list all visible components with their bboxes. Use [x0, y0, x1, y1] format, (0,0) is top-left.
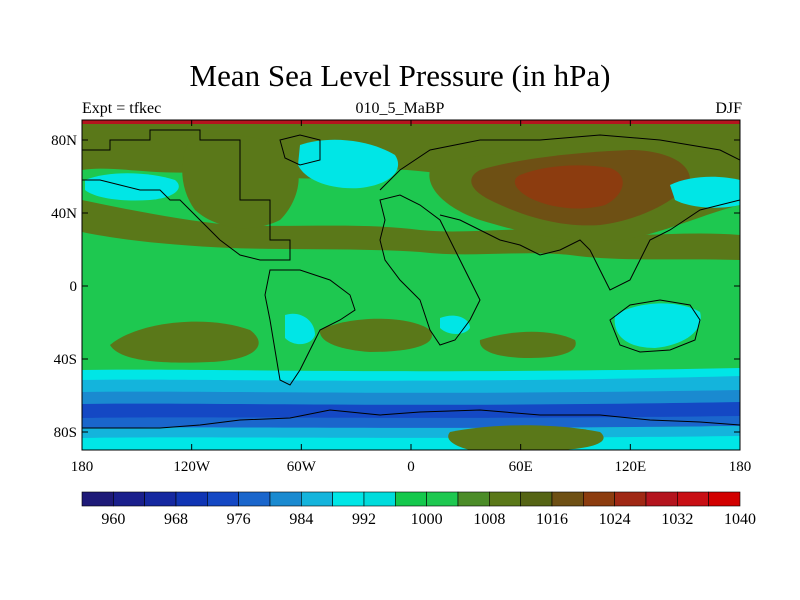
colorbar-label: 1000	[411, 511, 443, 528]
axis-ticks: 80N 40N 0 40S 80S 180 120W 60W 0 60E 120E 180	[51, 120, 751, 475]
colorbar-swatch	[489, 491, 521, 507]
lat-tick-label: 80S	[54, 425, 77, 441]
sa-low	[285, 313, 315, 345]
colorbar-label: 1008	[473, 511, 505, 528]
colorbar-swatch	[583, 491, 615, 507]
colorbar-swatch	[457, 491, 490, 507]
colorbar-label: 1040	[724, 511, 756, 528]
colorbar-label: 960	[101, 511, 125, 528]
colorbar-label: 984	[289, 511, 313, 528]
band-1000-south	[82, 368, 740, 382]
colorbar-label: 976	[227, 511, 251, 528]
greenland-coast	[279, 134, 321, 166]
season-label: DJF	[715, 100, 742, 117]
pacific-low-east	[670, 176, 740, 208]
colorbar-label: 992	[352, 511, 376, 528]
lon-tick-label: 180	[71, 459, 94, 475]
lon-tick-label: 60W	[287, 459, 317, 475]
australia-coast	[609, 299, 701, 353]
lat-tick-label: 40S	[54, 352, 77, 368]
indian-high	[479, 331, 576, 358]
colorbar-swatch	[363, 491, 396, 507]
antarctic-high	[448, 425, 604, 450]
lon-tick-label: 60E	[509, 459, 533, 475]
lon-tick-label: 120E	[614, 459, 646, 475]
colorbar-swatch	[144, 491, 177, 507]
icelandic-low	[298, 139, 399, 189]
south-pacific-high	[110, 321, 259, 363]
colorbar-swatch	[520, 491, 553, 507]
lon-tick-label: 180	[729, 459, 752, 475]
lat-tick-label: 80N	[51, 133, 77, 149]
colorbar-label: 1024	[599, 511, 631, 528]
colorbar-swatch	[238, 491, 271, 507]
lon-tick-label: 0	[407, 459, 415, 475]
chart-title: Mean Sea Level Pressure (in hPa)	[189, 58, 611, 93]
band-992	[82, 376, 740, 395]
antarctica-coast	[82, 409, 740, 429]
period-label: 010_5_MaBP	[355, 100, 445, 117]
asia-high-1032	[514, 165, 623, 209]
aleutian-low	[85, 173, 179, 201]
colorbar-label: 1016	[536, 511, 568, 528]
colorbar-swatch	[175, 491, 208, 507]
north-america-coast	[82, 129, 291, 261]
band-984	[82, 390, 740, 407]
coastlines	[82, 129, 740, 429]
colorbar-swatch	[301, 491, 333, 507]
colorbar-label: 968	[164, 511, 188, 528]
colorbar-swatch	[269, 491, 302, 507]
colorbar-swatch	[332, 491, 365, 507]
lon-tick-label: 120W	[173, 459, 211, 475]
eurasia-coast	[379, 134, 740, 291]
colorbar-swatch	[207, 491, 239, 507]
colorbar-swatch	[677, 491, 709, 507]
colorbar-label: 1032	[661, 511, 693, 528]
colorbar-swatch	[395, 491, 427, 507]
colorbar-swatch	[614, 491, 647, 507]
australia-low	[614, 303, 701, 348]
experiment-label: Expt = tfkec	[82, 100, 162, 117]
africa-coast	[379, 194, 481, 346]
colorbar-swatch	[81, 491, 114, 507]
colorbar-swatch	[426, 491, 459, 507]
colorbar-swatch	[551, 491, 584, 507]
colorbar-swatch	[708, 491, 741, 507]
colorbar-swatch	[113, 491, 145, 507]
lat-tick-label: 40N	[51, 206, 77, 222]
colorbar: 960 968 976 984 992 1000 1008 1016 1024 1032 1040	[81, 491, 756, 528]
colorbar-swatch	[645, 491, 678, 507]
south-atlantic-high	[319, 318, 432, 352]
band-subtropical-north	[82, 200, 740, 260]
lat-tick-label: 0	[70, 279, 78, 295]
south-america-coast	[264, 269, 356, 386]
pressure-field	[82, 120, 740, 450]
